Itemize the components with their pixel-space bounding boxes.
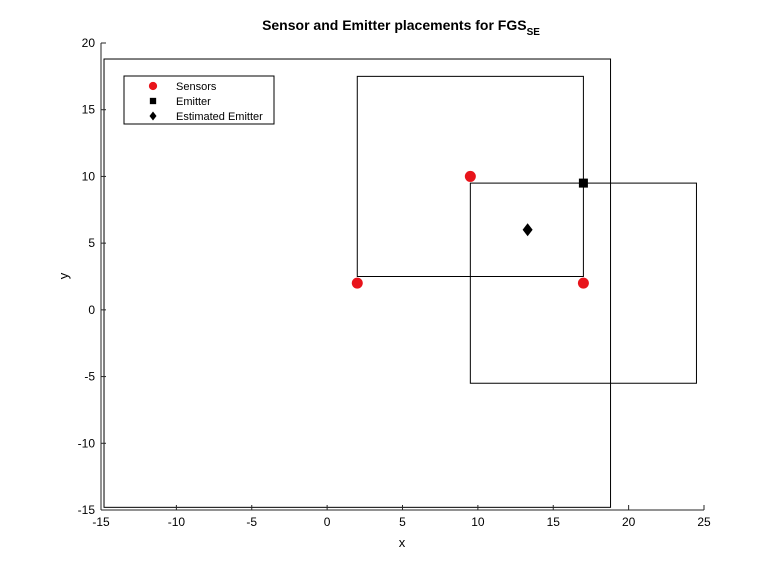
legend-marker-emitter — [149, 97, 157, 105]
y-tick-label: -15 — [78, 503, 96, 517]
chart-title: Sensor and Emitter placements for FGSSE — [262, 17, 540, 38]
rectangles-layer — [103, 58, 697, 508]
y-tick-label: 5 — [88, 236, 95, 250]
ticks-layer: -15 -10 -5 0 5 10 15 20 25 -15 -10 -5 0 5 10 15 20 — [78, 36, 711, 529]
x-tick-label: 25 — [697, 515, 711, 529]
sensors-point — [351, 277, 363, 289]
legend: Sensors Emitter Estimated Emitter — [123, 75, 275, 125]
legend-marker-sensors — [148, 81, 158, 91]
legend-marker-estimated-emitter — [149, 111, 157, 121]
y-axis-label: y — [56, 272, 71, 279]
chart-title-subscript: SE — [527, 27, 541, 38]
chart-title-main: Sensor and Emitter placements for FGS — [262, 17, 527, 33]
x-tick-label: 15 — [547, 515, 561, 529]
points-layer — [351, 170, 589, 289]
y-tick-label: 20 — [82, 36, 96, 50]
x-tick-label: 10 — [471, 515, 485, 529]
x-tick-label: 0 — [324, 515, 331, 529]
legend-box — [123, 75, 275, 125]
x-tick-label: 20 — [622, 515, 636, 529]
y-tick-label: 15 — [82, 103, 96, 117]
x-axis-label: x — [399, 535, 406, 550]
region-rectangle — [103, 58, 612, 508]
legend-label-sensors: Sensors — [176, 81, 217, 93]
estimated-emitter-point — [522, 223, 533, 237]
y-tick-label: -10 — [78, 436, 96, 450]
emitter-point — [578, 178, 588, 188]
sensors-point — [577, 277, 589, 289]
y-tick-label: 0 — [88, 303, 95, 317]
sensors-point — [464, 170, 476, 182]
y-tick-label: -5 — [84, 370, 95, 384]
x-tick-label: -15 — [92, 515, 110, 529]
x-tick-label: 5 — [399, 515, 406, 529]
y-tick-label: 10 — [82, 169, 96, 183]
legend-label-emitter: Emitter — [176, 96, 211, 108]
legend-label-estimated-emitter: Estimated Emitter — [176, 111, 263, 123]
x-tick-label: -5 — [246, 515, 257, 529]
x-tick-label: -10 — [168, 515, 186, 529]
